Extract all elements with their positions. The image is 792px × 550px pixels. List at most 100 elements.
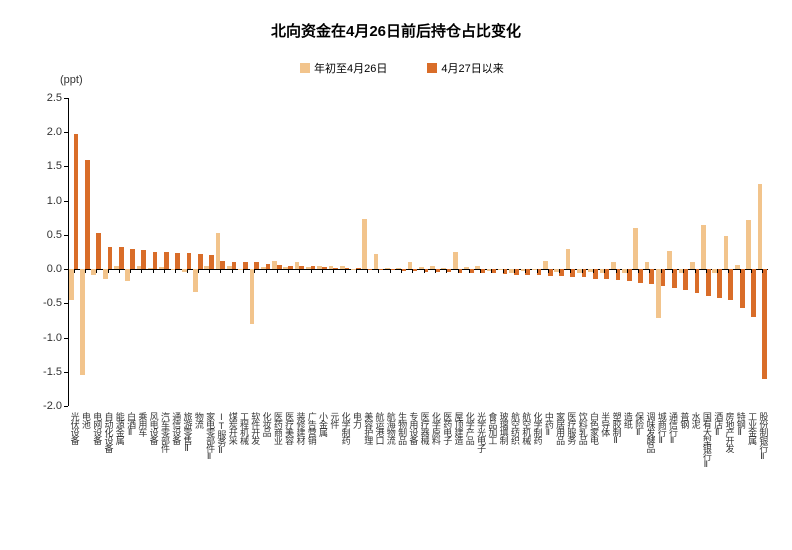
x-tick-label: 医疗美容 [284,412,293,444]
bar-series1 [374,254,379,269]
x-tick [164,269,165,273]
x-tick [740,269,741,273]
y-tick-label: 0.0 [47,263,62,275]
x-tick [548,269,549,273]
x-tick-label: 家居用品 [555,412,564,444]
x-tick-label: 物流 [194,412,203,428]
x-tick [345,269,346,273]
x-tick-label: 煤炭开采 [228,412,237,444]
bar-series2 [762,269,767,379]
y-tick [64,338,68,339]
y-tick [64,132,68,133]
bar-series1 [724,236,729,269]
bar-series2 [187,253,192,269]
x-tick [85,269,86,273]
y-tick [64,98,68,99]
x-tick [187,269,188,273]
x-tick [570,269,571,273]
x-tick [266,269,267,273]
y-tick-label: 0.5 [47,229,62,241]
x-tick [232,269,233,273]
x-tick [367,269,368,273]
x-tick-label: 旅游零售Ⅱ [183,412,192,453]
x-tick [559,269,560,273]
x-tick-label: 医药电子 [442,412,451,444]
bar-series1 [633,228,638,269]
x-tick [537,269,538,273]
x-tick-label: 汽车零部件 [160,412,169,452]
x-tick [480,269,481,273]
x-tick-label: 通信设备 [171,412,180,444]
x-tick-label: 能源金属 [115,412,124,444]
x-tick [683,269,684,273]
bar-series2 [175,253,180,269]
x-tick [322,269,323,273]
x-tick [514,269,515,273]
y-tick-label: -1.5 [43,366,62,378]
legend-item-series2: 4月27日以来 [427,60,503,76]
bar-series1 [566,249,571,270]
x-tick-label: 酒店Ⅱ [713,412,722,437]
y-axis [68,98,69,406]
legend-swatch-series2 [427,63,437,73]
bar-series2 [119,247,124,269]
x-tick-label: 调味发酵品 [645,412,654,452]
bar-series1 [250,269,255,324]
x-tick [751,269,752,273]
x-tick [503,269,504,273]
x-tick-label: 城商行Ⅱ [657,412,666,445]
x-tick-label: 工业金属 [747,412,756,444]
bar-series2 [232,262,237,270]
bar-series1 [408,262,413,269]
legend-label-series2: 4月27日以来 [441,60,503,76]
legend: 年初至4月26日 4月27日以来 [300,60,504,76]
x-tick-label: 医疗服务 [566,412,575,444]
bar-series1 [362,219,367,269]
x-tick [311,269,312,273]
bar-series2 [85,160,90,270]
bar-series1 [690,262,695,270]
x-tick [74,269,75,273]
x-tick [390,269,391,273]
x-tick-label: 保险Ⅱ [634,412,643,437]
x-tick-label: 电网设备 [92,412,101,444]
x-tick-label: 家电零部件Ⅱ [205,412,214,461]
x-tick [333,269,334,273]
x-tick-label: 化学制药 [341,412,350,444]
x-tick-label: 航运港口 [374,412,383,444]
x-tick [401,269,402,273]
x-tick [356,269,357,273]
y-tick [64,406,68,407]
y-tick-label: 1.0 [47,195,62,207]
x-tick-label: IT服务Ⅱ [216,412,225,455]
x-tick-label: 装修建材 [295,412,304,444]
bar-series2 [96,233,101,269]
x-tick [525,269,526,273]
x-tick [288,269,289,273]
bar-series2 [141,250,146,269]
x-tick [108,269,109,273]
x-tick-label: 造纸 [623,412,632,428]
bar-series2 [243,262,248,270]
x-tick [424,269,425,273]
x-tick-label: 中药Ⅱ [544,412,553,437]
x-tick [469,269,470,273]
x-tick-label: 半导体 [600,412,609,436]
x-tick-label: 食品加工 [487,412,496,444]
x-tick [649,269,650,273]
x-tick [198,269,199,273]
plot-area: -2.0-1.5-1.0-0.50.00.51.01.52.02.5光伏设备电池… [68,98,768,406]
bar-series1 [453,252,458,269]
bar-series2 [220,261,225,269]
x-tick [243,269,244,273]
x-tick-label: 医疗器械 [420,412,429,444]
x-tick-label: 通信行Ⅱ [668,412,677,445]
y-tick-label: -2.0 [43,400,62,412]
x-tick [604,269,605,273]
x-tick [706,269,707,273]
x-tick-label: 工程机械 [239,412,248,444]
bar-series1 [746,220,751,269]
x-tick [627,269,628,273]
x-tick-label: 白酒Ⅱ [126,412,135,437]
x-tick [220,269,221,273]
